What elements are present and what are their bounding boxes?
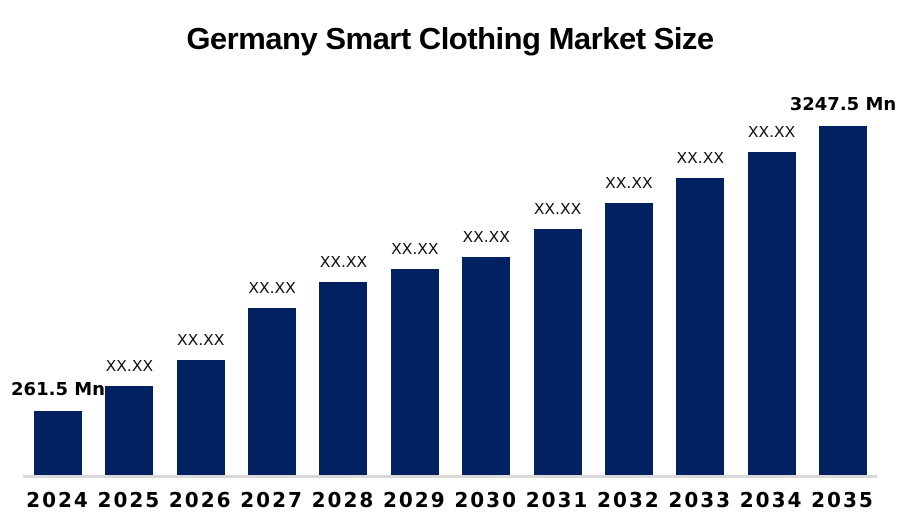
bar-value-label: 261.5 Mn [11, 379, 105, 401]
bar-column: XX.XX [248, 278, 297, 475]
x-axis-label: 2033 [668, 488, 733, 512]
bar [604, 203, 653, 475]
x-axis-label: 2031 [525, 488, 590, 512]
x-axis-label: 2032 [597, 488, 661, 512]
bar [105, 386, 154, 475]
bar-value-label: XX.XX [462, 227, 510, 246]
x-axis-labels: 2024 2025 2026 2027 2028 2029 2030 2031 2032 2033… [26, 488, 875, 512]
plot-area: 261.5 Mn XX.XX XX.XX XX.XX XX.XX XX.XX XX.XX XX… [11, 80, 896, 475]
bar-column: XX.XX [462, 227, 511, 475]
bar-column: XX.XX [319, 252, 368, 475]
bar-value-label: XX.XX [105, 356, 154, 375]
bar-column: XX.XX [390, 239, 439, 475]
bar-value-label: XX.XX [676, 148, 724, 167]
bar-column: XX.XX [604, 173, 653, 475]
x-axis-baseline [23, 475, 877, 478]
bar-value-label: XX.XX [747, 122, 796, 141]
bar-value-label: XX.XX [177, 330, 225, 349]
bar [462, 257, 511, 475]
bar [676, 178, 725, 475]
x-axis-label: 2034 [739, 488, 804, 512]
bar [176, 360, 225, 475]
chart-title: Germany Smart Clothing Market Size [186, 21, 714, 56]
x-axis-label: 2026 [168, 488, 233, 512]
bar-value-label: XX.XX [248, 278, 296, 297]
bar [390, 269, 439, 475]
bar-value-label: XX.XX [533, 199, 582, 218]
x-axis-label: 2035 [811, 488, 875, 512]
bar-value-label: XX.XX [391, 239, 439, 258]
bar-column: 261.5 Mn [11, 380, 105, 475]
x-axis-label: 2027 [240, 488, 304, 512]
bar [747, 152, 796, 475]
x-axis-label: 2029 [382, 488, 447, 512]
bar-column: XX.XX [533, 199, 582, 475]
bar [319, 282, 368, 475]
bar-column: XX.XX [176, 330, 225, 475]
x-axis-label: 2024 [26, 488, 90, 512]
bar-column: XX.XX [747, 122, 796, 475]
bar [533, 229, 582, 475]
bar-column: 3247.5 Mn [790, 95, 896, 475]
bar [818, 126, 867, 475]
x-axis-label: 2025 [97, 488, 162, 512]
bar-value-label: XX.XX [605, 173, 653, 192]
bar [34, 411, 82, 475]
x-axis-label: 2030 [454, 488, 518, 512]
bar-column: XX.XX [105, 356, 154, 475]
bar-value-label: XX.XX [319, 252, 368, 271]
bar-value-label: 3247.5 Mn [789, 94, 897, 116]
bar [248, 308, 297, 475]
x-axis-label: 2028 [311, 488, 376, 512]
bar-column: XX.XX [676, 148, 725, 475]
